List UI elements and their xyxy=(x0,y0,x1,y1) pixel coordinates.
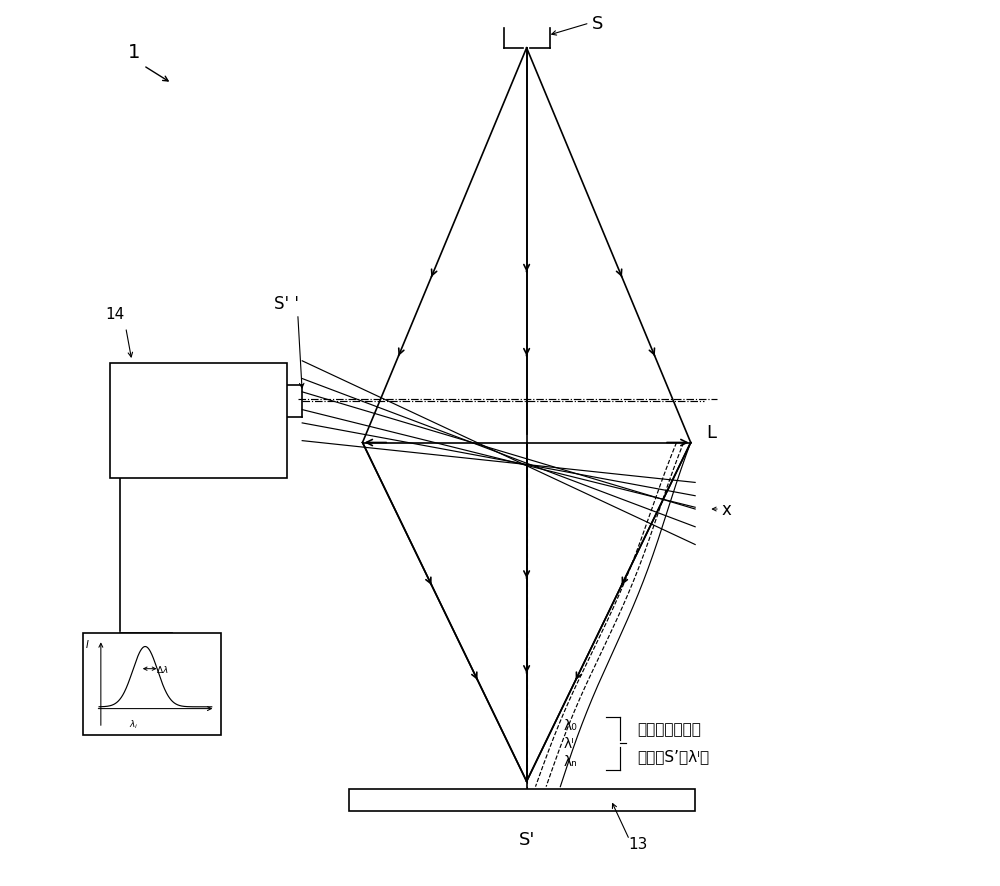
Bar xyxy=(349,789,695,811)
Bar xyxy=(110,363,287,478)
Text: 连续的单色成像: 连续的单色成像 xyxy=(637,722,701,736)
Text: 14: 14 xyxy=(105,307,125,322)
Text: 13: 13 xyxy=(629,835,648,851)
Text: λ₀: λ₀ xyxy=(564,719,578,733)
Text: I: I xyxy=(86,640,89,649)
Text: 1: 1 xyxy=(127,43,140,62)
Text: $\lambda_i$: $\lambda_i$ xyxy=(129,718,139,730)
Text: 聚焦点S’（λᴵ）: 聚焦点S’（λᴵ） xyxy=(637,749,710,763)
Text: x: x xyxy=(722,501,732,518)
Text: S': S' xyxy=(518,830,535,848)
Text: S' ': S' ' xyxy=(274,294,299,313)
Text: S: S xyxy=(592,15,604,33)
Bar xyxy=(83,633,221,735)
Text: λᴵ: λᴵ xyxy=(564,736,575,750)
Text: $\Delta\lambda$: $\Delta\lambda$ xyxy=(156,664,168,674)
Text: λₙ: λₙ xyxy=(564,754,578,768)
Text: L: L xyxy=(707,424,717,442)
